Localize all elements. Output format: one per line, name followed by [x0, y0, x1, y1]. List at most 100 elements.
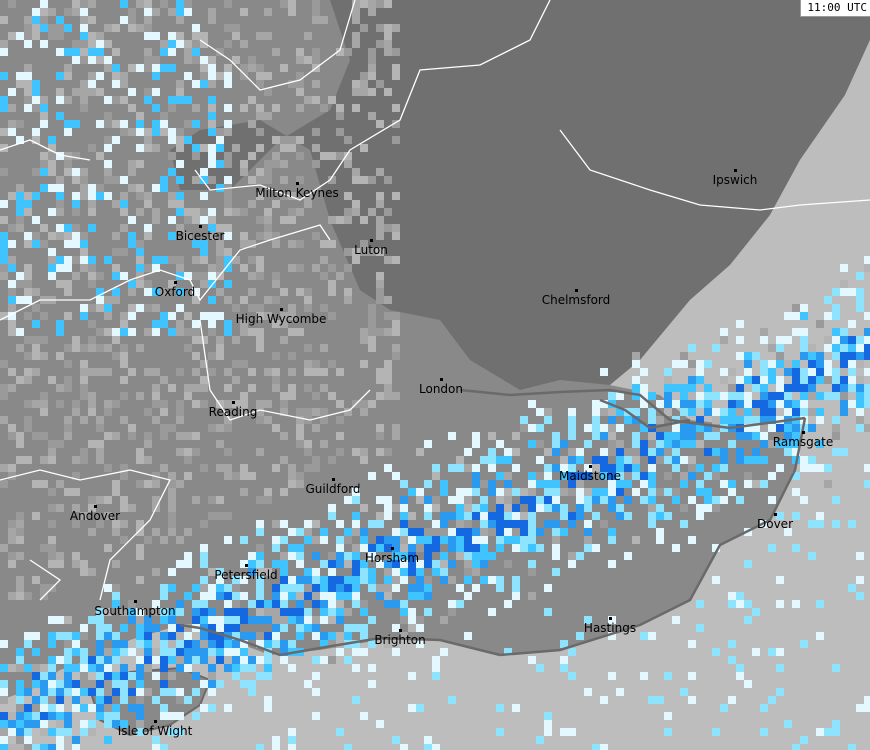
radar-cell [400, 544, 408, 552]
radar-cell [192, 296, 200, 304]
radar-cell [336, 544, 344, 552]
radar-cell [16, 552, 24, 560]
radar-cell [480, 456, 488, 464]
radar-cell [392, 584, 400, 592]
radar-cell [408, 512, 416, 520]
radar-cell [64, 720, 72, 728]
radar-cell [224, 64, 232, 72]
radar-cell [280, 312, 288, 320]
radar-cell [504, 448, 512, 456]
radar-cell [464, 512, 472, 520]
radar-cell [800, 376, 808, 384]
radar-cell [16, 744, 24, 750]
radar-cell [632, 448, 640, 456]
radar-cell [632, 536, 640, 544]
radar-cell [648, 520, 656, 528]
radar-cell [480, 536, 488, 544]
radar-cell [288, 384, 296, 392]
radar-cell [208, 632, 216, 640]
radar-cell [176, 432, 184, 440]
radar-cell [832, 432, 840, 440]
radar-cell [200, 80, 208, 88]
radar-cell [104, 512, 112, 520]
radar-cell [376, 520, 384, 528]
radar-cell [448, 512, 456, 520]
radar-cell [840, 360, 848, 368]
radar-cell [632, 416, 640, 424]
radar-cell [592, 400, 600, 408]
radar-cell [536, 472, 544, 480]
radar-cell [64, 224, 72, 232]
radar-cell [432, 664, 440, 672]
radar-cell [296, 136, 304, 144]
radar-cell [144, 96, 152, 104]
radar-cell [104, 64, 112, 72]
radar-cell [800, 456, 808, 464]
radar-cell [56, 632, 64, 640]
radar-cell [784, 408, 792, 416]
radar-cell [528, 400, 536, 408]
radar-cell [8, 328, 16, 336]
radar-cell [512, 544, 520, 552]
radar-cell [16, 376, 24, 384]
radar-cell [40, 312, 48, 320]
radar-cell [72, 176, 80, 184]
radar-cell [240, 656, 248, 664]
radar-cell [256, 496, 264, 504]
radar-cell [320, 256, 328, 264]
radar-cell [352, 256, 360, 264]
radar-cell [512, 512, 520, 520]
radar-cell [200, 704, 208, 712]
radar-cell [416, 560, 424, 568]
radar-cell [208, 56, 216, 64]
radar-cell [576, 504, 584, 512]
radar-cell [752, 408, 760, 416]
radar-cell [512, 592, 520, 600]
radar-cell [136, 144, 144, 152]
radar-cell [728, 400, 736, 408]
radar-cell [432, 472, 440, 480]
radar-cell [224, 296, 232, 304]
radar-cell [536, 456, 544, 464]
radar-cell [768, 368, 776, 376]
radar-cell [464, 448, 472, 456]
radar-cell [840, 368, 848, 376]
radar-cell [448, 608, 456, 616]
radar-cell [792, 304, 800, 312]
radar-cell [792, 424, 800, 432]
radar-cell [376, 496, 384, 504]
radar-cell [192, 144, 200, 152]
radar-cell [136, 448, 144, 456]
radar-cell [472, 480, 480, 488]
radar-cell [256, 552, 264, 560]
radar-cell [24, 240, 32, 248]
radar-cell [456, 520, 464, 528]
radar-cell [784, 440, 792, 448]
radar-cell [488, 488, 496, 496]
radar-cell [312, 616, 320, 624]
radar-cell [88, 272, 96, 280]
radar-cell [120, 208, 128, 216]
radar-cell [24, 424, 32, 432]
radar-cell [464, 592, 472, 600]
radar-cell [48, 152, 56, 160]
radar-cell [376, 584, 384, 592]
radar-cell [792, 472, 800, 480]
radar-cell [104, 296, 112, 304]
radar-cell [824, 312, 832, 320]
radar-cell [88, 344, 96, 352]
radar-cell [520, 512, 528, 520]
radar-cell [88, 440, 96, 448]
radar-cell [304, 528, 312, 536]
radar-cell [400, 616, 408, 624]
radar-cell [0, 200, 8, 208]
radar-cell [264, 88, 272, 96]
radar-cell [80, 88, 88, 96]
radar-cell [32, 240, 40, 248]
radar-cell [112, 200, 120, 208]
radar-cell [520, 488, 528, 496]
radar-cell [616, 408, 624, 416]
radar-cell [736, 400, 744, 408]
radar-cell [168, 216, 176, 224]
